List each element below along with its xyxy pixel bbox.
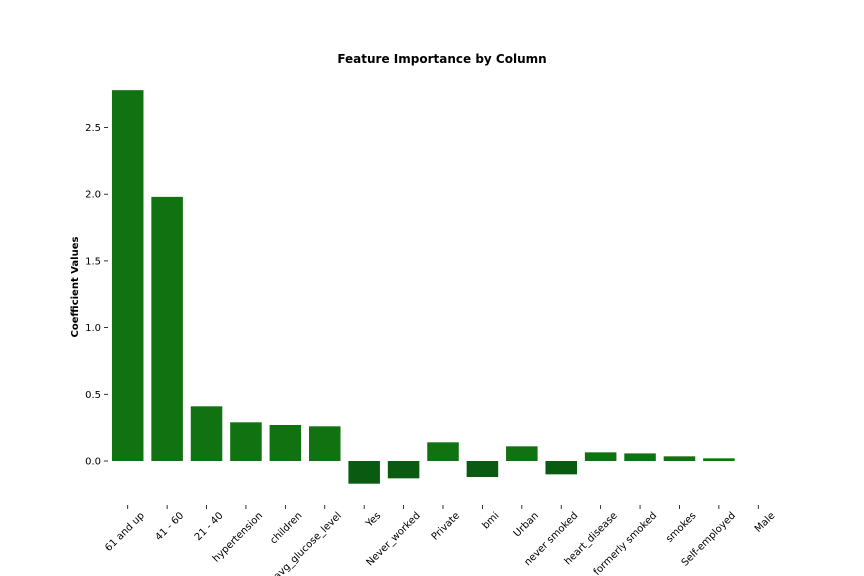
bar-8 [427,442,459,461]
bar-3 [230,422,262,461]
x-tick-label-14: smokes [664,510,699,545]
y-tick-label-2: 1.0 [85,323,101,334]
x-tick-label-10: Urban [512,510,541,539]
bar-13 [624,453,656,461]
bars-group [111,90,735,484]
y-tick-label-0: 0.0 [85,457,101,468]
x-tick-label-0: 61 and up [103,510,147,554]
x-tick-label-16: Male [753,510,778,535]
x-tick-label-9: bmi [480,510,501,531]
bar-11 [545,461,577,475]
y-tick-label-5: 2.5 [85,123,101,134]
x-tick-label-2: 21 - 40 [193,510,226,543]
bar-4 [269,424,302,461]
bar-2 [190,406,223,461]
bar-1 [151,196,183,461]
bar-7 [387,461,420,479]
y-axis-label: Coefficient Values [70,237,81,338]
y-tick-label-3: 1.5 [85,256,101,267]
bar-6 [348,461,380,484]
bar-10 [506,446,538,461]
x-tick-label-5: avg_glucose_level [272,510,344,576]
bar-0 [111,90,144,462]
x-tick-label-6: Yes [363,510,383,530]
bar-9 [466,461,499,478]
x-tick-label-8: Private [430,510,462,542]
bar-14 [663,456,696,461]
y-tick-label-4: 2.0 [85,190,101,201]
bar-12 [584,452,617,461]
bar-15 [703,458,735,461]
y-ticks-group: 0.0 0.5 1.0 1.5 2.0 2.5 [85,123,108,468]
x-tick-label-4: children [268,510,304,546]
chart-title: Feature Importance by Column [337,52,546,66]
y-tick-label-1: 0.5 [85,390,101,401]
x-tick-label-1: 41 - 60 [153,510,186,543]
bar-5 [309,426,341,461]
